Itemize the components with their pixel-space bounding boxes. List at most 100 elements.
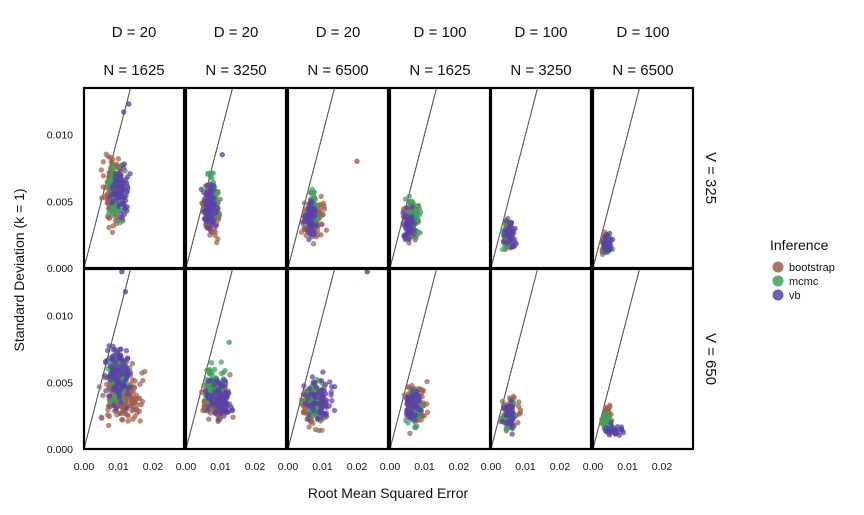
bootstrap-point xyxy=(517,407,524,413)
y-tick-label: 0.000 xyxy=(47,263,73,275)
vb-point xyxy=(203,219,209,225)
legend-label-mcmc: mcmc xyxy=(789,276,819,288)
vb-point xyxy=(404,401,410,407)
bootstrap-point xyxy=(137,418,143,424)
vb-point xyxy=(216,388,223,394)
x-tick-label: 0.01 xyxy=(312,461,333,473)
facet-n-label: N = 6500 xyxy=(612,62,673,79)
bootstrap-point xyxy=(306,424,312,430)
mcmc-point xyxy=(413,208,420,215)
bootstrap-point xyxy=(421,413,428,419)
bootstrap-point xyxy=(214,239,220,246)
reference-line xyxy=(593,88,641,268)
reference-line xyxy=(390,269,438,449)
bootstrap-point xyxy=(321,206,328,212)
vb-point xyxy=(503,217,510,224)
vb-point xyxy=(331,407,338,414)
bootstrap-point xyxy=(212,232,218,238)
bootstrap-point xyxy=(100,392,106,399)
vb-point xyxy=(323,397,330,403)
vb-point xyxy=(120,357,126,364)
vb-point xyxy=(104,357,111,363)
vb-point xyxy=(125,391,131,397)
vb-point xyxy=(220,406,227,413)
facet-panel xyxy=(388,86,492,270)
vb-point xyxy=(305,229,311,235)
vb-point xyxy=(300,220,306,226)
x-tick-label: 0.02 xyxy=(143,461,164,473)
bootstrap-point xyxy=(405,384,411,390)
vb-point xyxy=(412,412,419,418)
reference-line xyxy=(390,88,438,268)
vb-point xyxy=(202,388,209,394)
bootstrap-point xyxy=(100,184,106,190)
vb-point xyxy=(207,184,214,190)
y-tick-label: 0.005 xyxy=(47,377,73,389)
vb-point xyxy=(403,212,409,218)
vb-point xyxy=(203,211,209,218)
vb-point xyxy=(209,222,215,228)
vb-point xyxy=(116,394,123,401)
bootstrap-point xyxy=(138,402,144,408)
vb-point xyxy=(106,343,112,349)
vb-point xyxy=(332,384,338,390)
vb-point xyxy=(310,404,316,411)
vb-point xyxy=(328,389,334,395)
vb-point xyxy=(603,232,610,239)
x-tick-label: 0.02 xyxy=(550,461,571,473)
vb-point xyxy=(364,269,370,275)
vb-point xyxy=(110,373,116,379)
bootstrap-point xyxy=(125,418,131,424)
vb-point xyxy=(309,374,316,380)
vb-point xyxy=(124,405,130,412)
bootstrap-point xyxy=(109,229,116,235)
vb-point xyxy=(312,379,318,386)
bootstrap-point xyxy=(515,419,521,426)
vb-point xyxy=(404,394,411,400)
bootstrap-point xyxy=(98,167,105,173)
mcmc-point xyxy=(226,339,232,345)
facet-panel xyxy=(489,86,593,270)
vb-point xyxy=(116,172,122,179)
vb-point xyxy=(311,222,317,228)
x-tick-label: 0.00 xyxy=(74,461,95,473)
panel-border xyxy=(82,86,186,270)
x-tick-label: 0.00 xyxy=(583,461,604,473)
vb-point xyxy=(511,236,517,242)
bootstrap-point xyxy=(135,395,141,401)
mcmc-point xyxy=(601,412,607,418)
y-tick-label: 0.010 xyxy=(47,130,73,142)
bootstrap-point xyxy=(424,409,431,415)
vb-point xyxy=(117,388,123,394)
vb-point xyxy=(609,236,616,243)
vb-point xyxy=(123,348,130,354)
vb-point xyxy=(507,221,514,227)
vb-point xyxy=(216,399,222,405)
vb-point xyxy=(305,213,312,219)
bootstrap-point xyxy=(129,377,136,383)
vb-point xyxy=(119,186,126,193)
vb-point xyxy=(101,372,108,379)
x-tick-label: 0.01 xyxy=(108,461,129,473)
bootstrap-point xyxy=(142,368,148,375)
vb-point xyxy=(408,412,414,418)
vb-point xyxy=(404,204,410,211)
bootstrap-point xyxy=(424,378,430,385)
vb-point xyxy=(226,390,232,397)
vb-point xyxy=(105,347,111,354)
bootstrap-point xyxy=(319,427,325,433)
facet-n-label: N = 1625 xyxy=(409,62,470,79)
bootstrap-point xyxy=(120,417,126,423)
vb-point xyxy=(606,430,612,436)
vb-point xyxy=(608,419,614,426)
bootstrap-point xyxy=(105,422,112,429)
vb-point xyxy=(207,189,214,195)
vb-point xyxy=(302,392,308,398)
vb-point xyxy=(401,232,407,238)
vb-point xyxy=(110,198,116,205)
vb-point xyxy=(323,412,329,418)
vb-point xyxy=(122,289,129,295)
vb-point xyxy=(198,186,205,192)
vb-point xyxy=(413,402,419,408)
bootstrap-point xyxy=(104,412,111,418)
